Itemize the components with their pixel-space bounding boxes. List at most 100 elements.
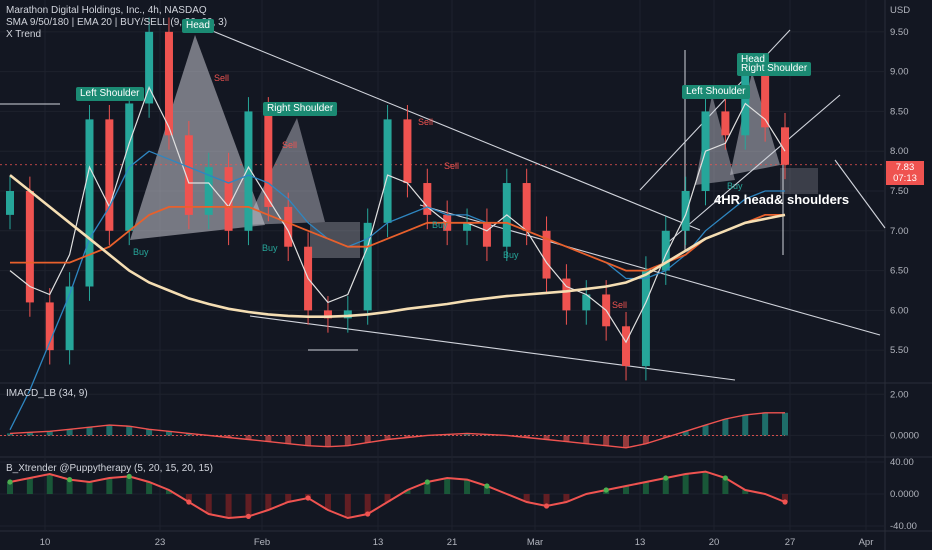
candle-body [582,294,591,311]
macd-bar [66,429,73,436]
macd-bar [265,435,272,442]
xtrender-bar [523,494,530,502]
xtrender-bar [623,486,630,494]
macd-bar [782,412,788,436]
xtrender-bar [265,494,272,510]
xtrender-dot [305,495,311,501]
xtrender-dot [365,511,371,517]
candle-body [85,119,94,287]
macd-bar [46,431,53,436]
xtrender-bar [106,478,113,494]
macd-bar [623,435,630,448]
ema20-line [9,85,786,344]
candle-body [403,119,412,184]
sell-signal: Sell [214,73,230,83]
macd-bar [106,425,113,436]
x-tick-label: 21 [447,537,458,548]
xtrender-bar [165,490,172,494]
macd-bar [245,435,252,440]
candle-body [6,191,14,215]
trend-line [209,29,701,231]
candle-body [482,222,491,247]
macd-bar [324,435,331,447]
macd-bar [86,427,93,436]
xtrender-dot [245,513,252,520]
xtrender-dot [186,499,192,505]
trend-line [664,94,841,246]
sma180-line [10,205,785,272]
sell-signal: Sell [612,300,628,310]
sma50-line [9,150,785,431]
right-shoulder-tag-1: Right Shoulder [263,102,338,116]
macd-bar [762,412,769,436]
xtrender-bar [364,494,371,514]
candle-body [761,71,770,128]
xtrender-bar [7,482,13,494]
shoulder-triangle [695,95,735,185]
xtrender-dot [543,503,550,509]
macd-bar [603,435,610,446]
trend-line [834,159,886,229]
last-price-badge: 7.83 07:13 [886,161,924,185]
macd-bar [464,433,471,436]
macd-bar [523,435,530,438]
y-tick-label: 0.0000 [890,430,919,441]
trend-line-ma [9,174,786,319]
xtrender-bar [682,474,689,494]
xtrender-bar [444,478,451,494]
macd-bar [364,435,371,443]
x-tick-label: 23 [155,537,166,548]
xtrender-dot [603,487,609,493]
xtrender-bar [225,494,232,518]
y-tick-label: 7.50 [890,186,909,197]
xtrender-dot [663,475,669,481]
macd-bar [742,414,749,436]
macd-bar [185,433,192,436]
macd-bar [7,433,13,436]
xtrender-bar [563,494,570,502]
xtrender-dot [782,499,788,505]
xtrender-dot [126,473,132,479]
xtrender-bar [146,482,153,494]
xtrender-bar [424,482,431,494]
candle-body [781,127,789,165]
right-shoulder-tag-2: Right Shoulder [737,62,812,76]
macd-bar [662,435,669,438]
candle-body [661,230,670,271]
x-tick-label: 20 [709,537,720,548]
candle-body [323,310,332,319]
candle-body [25,191,34,303]
macd-bar [146,429,153,436]
macd-bar [225,435,232,438]
y-tick-label: 0.0000 [890,489,919,500]
left-shoulder-tag-2: Left Shoulder [682,85,750,99]
xtrender-bar [245,494,252,517]
candle-body [423,183,432,215]
xtrender-dot [67,477,73,483]
xtrender-bar [543,494,550,506]
x-tick-label: Apr [859,537,874,548]
macd-bar [563,435,570,442]
xtrender-bar [46,474,53,494]
xtrender-bar [782,494,788,502]
candle-body [204,167,213,215]
macd-bar [305,435,312,446]
xtrender-pane-label: B_Xtrender @Puppytherapy (5, 20, 15, 20,… [6,463,213,474]
macd-bar [583,435,590,444]
chart-title: Marathon Digital Holdings, Inc., 4h, NAS… [6,5,207,16]
macd-bar [285,435,292,444]
macd-bar [26,432,33,436]
x-tick-label: 13 [635,537,646,548]
head-tag-1: Head [182,19,214,33]
sell-signal: Sell [444,161,460,171]
x-tick-label: 10 [40,537,51,548]
candle-body [363,222,372,311]
trend-line [249,315,736,381]
buy-signal: Buy [727,181,743,191]
candle-body [622,326,631,367]
y-tick-label: 40.00 [890,457,914,468]
range-box [310,222,360,258]
indicator-list: SMA 9/50/180 | EMA 20 | BUY/SELL (9, 20,… [6,17,228,28]
